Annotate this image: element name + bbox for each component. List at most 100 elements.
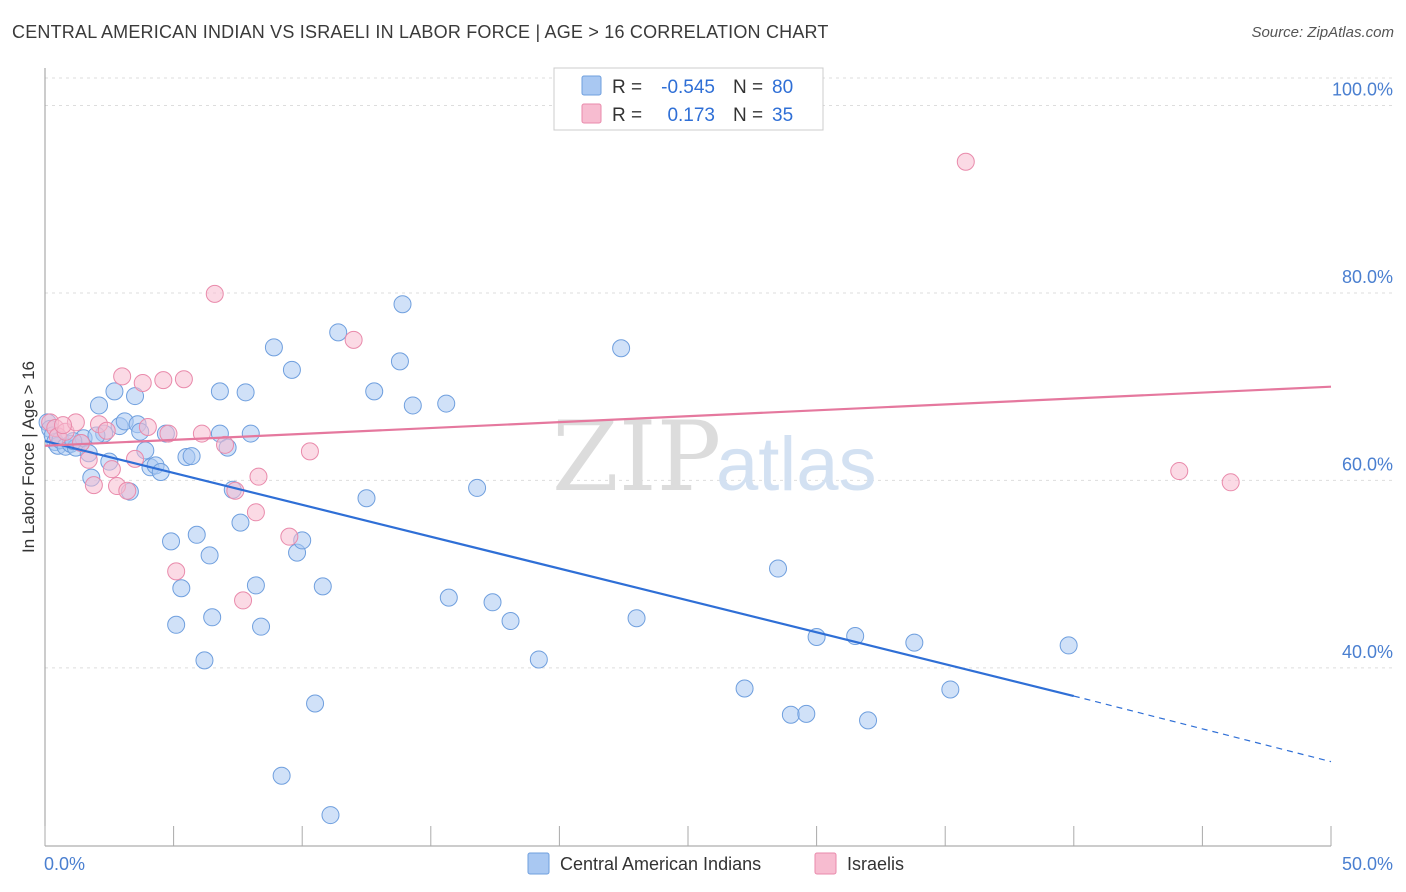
data-point [439, 588, 458, 607]
legend-n-label-0: N = [733, 77, 763, 98]
data-point [797, 704, 816, 723]
legend-r-label-1: R = [612, 105, 642, 126]
data-point [236, 383, 255, 402]
trend-line-1 [44, 385, 1332, 447]
data-point [365, 382, 384, 401]
data-point [905, 633, 924, 652]
watermark: ZIP atlas [552, 401, 877, 513]
data-point [306, 694, 325, 713]
data-point [162, 532, 181, 551]
data-point [203, 608, 222, 627]
data-point [234, 591, 253, 610]
data-point [205, 284, 224, 303]
data-point [627, 609, 646, 628]
data-point [210, 382, 229, 401]
data-point [174, 370, 193, 389]
legend-swatch-central-american [581, 75, 602, 96]
series-central-american-indians [38, 295, 1078, 825]
watermark-atlas: atlas [716, 422, 877, 507]
data-point [941, 680, 960, 699]
legend-n-label-1: N = [733, 105, 763, 126]
legend-swatch-israelis [581, 103, 602, 124]
y-tick-label: 60.0% [1342, 454, 1393, 474]
data-point [195, 651, 214, 670]
data-point [321, 806, 340, 825]
trend-lines [44, 385, 1332, 763]
data-point [403, 396, 422, 415]
data-point [118, 481, 137, 500]
data-point [282, 360, 301, 379]
legend-r-label-0: R = [612, 77, 642, 98]
data-point [241, 424, 260, 443]
series-legend-swatch-1 [814, 852, 837, 875]
data-point [216, 435, 235, 454]
data-point [1059, 636, 1078, 655]
data-point [272, 766, 291, 785]
data-point [264, 338, 283, 357]
data-point [956, 152, 975, 171]
data-point [200, 546, 219, 565]
data-point [357, 489, 376, 508]
data-point [246, 576, 265, 595]
data-point [393, 295, 412, 314]
data-point [501, 612, 520, 631]
source-label: Source: ZipAtlas.com [1251, 24, 1394, 41]
y-tick-label: 100.0% [1332, 79, 1393, 99]
data-point [54, 416, 73, 435]
data-point [84, 476, 103, 495]
data-point [483, 593, 502, 612]
data-point [90, 396, 109, 415]
legend-n-value-0: 80 [772, 77, 793, 98]
data-point [172, 579, 191, 598]
data-point [769, 559, 788, 578]
data-point [612, 339, 631, 358]
chart-title: CENTRAL AMERICAN INDIAN VS ISRAELI IN LA… [12, 22, 829, 42]
y-axis-title: In Labor Force | Age > 16 [19, 361, 38, 553]
data-point [529, 650, 548, 669]
series-legend-label-0: Central American Indians [560, 854, 761, 874]
data-point [249, 467, 268, 486]
data-point [246, 503, 265, 522]
data-point [97, 421, 116, 440]
data-point [154, 371, 173, 390]
data-point [1170, 462, 1189, 481]
data-point [313, 577, 332, 596]
series-israelis [41, 152, 1240, 610]
legend-r-value-1: 0.173 [667, 105, 715, 126]
series-legend-swatch-0 [527, 852, 550, 875]
data-point [1221, 473, 1240, 492]
y-tick-label: 80.0% [1342, 267, 1393, 287]
y-tick-labels: 40.0% 60.0% 80.0% 100.0% [1332, 79, 1393, 661]
trend-line-extension-0 [1073, 695, 1332, 763]
data-point [113, 367, 132, 386]
x-ticks [44, 826, 1332, 846]
y-tick-label: 40.0% [1342, 642, 1393, 662]
data-point [159, 424, 178, 443]
data-point [781, 705, 800, 724]
data-point [231, 513, 250, 532]
data-point [138, 418, 157, 437]
series-legend: Central American Indians Israelis [527, 852, 904, 875]
data-point [344, 330, 363, 349]
data-point [329, 323, 348, 342]
trend-line-0 [44, 439, 1075, 698]
data-point [280, 527, 299, 546]
grid-lines [45, 77, 1392, 669]
data-point [859, 711, 878, 730]
data-point [437, 394, 456, 413]
data-point [735, 679, 754, 698]
x-tick-label-min: 0.0% [44, 854, 85, 874]
data-point [133, 373, 152, 392]
series-legend-label-1: Israelis [847, 854, 904, 874]
data-point [167, 615, 186, 634]
legend-r-value-0: -0.545 [661, 77, 715, 98]
data-point [167, 562, 186, 581]
data-point [390, 352, 409, 371]
data-point [252, 617, 271, 636]
legend-n-value-1: 35 [772, 105, 793, 126]
data-point [187, 525, 206, 544]
data-point [105, 382, 124, 401]
data-point [102, 460, 121, 479]
correlation-legend: R = -0.545 N = 80 R = 0.173 N = 35 [553, 67, 824, 131]
data-point [300, 442, 319, 461]
